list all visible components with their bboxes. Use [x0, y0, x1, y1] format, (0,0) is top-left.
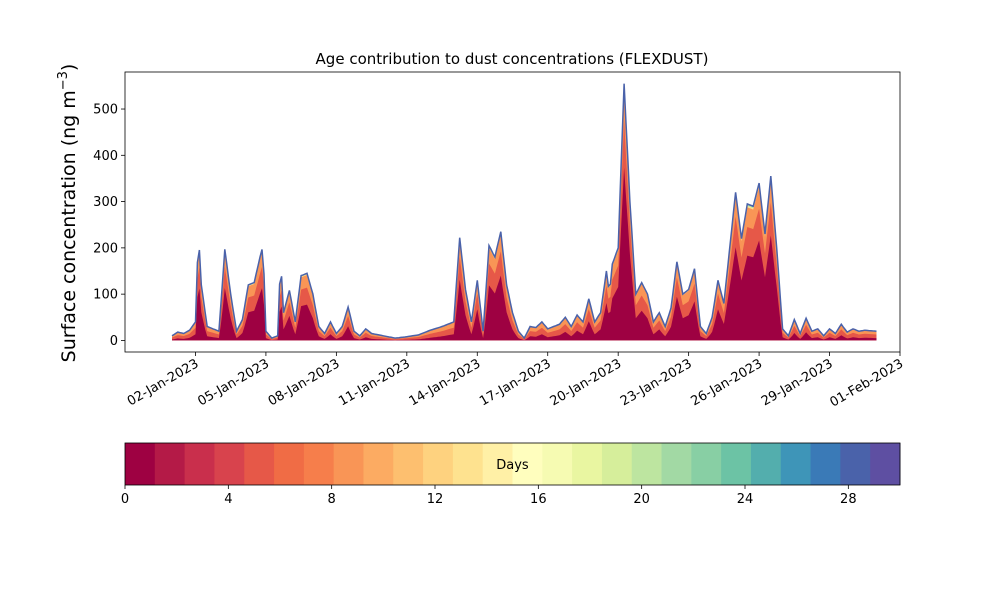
y-axis: 0 100 200 300 400 500	[93, 103, 125, 349]
age-band-1	[172, 120, 877, 341]
x-tick-label: 11-Jan-2023	[336, 356, 413, 409]
x-tick-label: 01-Feb-2023	[827, 356, 906, 410]
colorbar-segment	[244, 443, 275, 485]
y-tick-label: 200	[93, 241, 118, 256]
colorbar-tick-label: 8	[328, 492, 336, 507]
y-tick-label: 500	[93, 103, 118, 118]
colorbar-segment	[721, 443, 752, 485]
colorbar-segment	[542, 443, 573, 485]
plot-frame	[124, 71, 901, 353]
x-tick-label: 17-Jan-2023	[477, 356, 554, 409]
x-tick-label: 02-Jan-2023	[125, 356, 202, 409]
colorbar-segment	[274, 443, 305, 485]
colorbar-segment	[125, 443, 156, 485]
age-band-0	[172, 167, 877, 341]
colorbar-segment	[810, 443, 841, 485]
colorbar-tick-label: 16	[530, 492, 547, 507]
y-axis-label-close: )	[58, 64, 80, 71]
colorbar-segment	[363, 443, 394, 485]
colorbar-segment	[691, 443, 722, 485]
colorbar-frame	[124, 442, 901, 486]
chart-title: Age contribution to dust concentrations …	[316, 50, 709, 68]
colorbar-tick-label: 20	[633, 492, 650, 507]
age-bands	[172, 83, 877, 341]
colorbar-segment	[423, 443, 454, 485]
colorbar-segment	[661, 443, 692, 485]
colorbar-segment	[393, 443, 424, 485]
x-tick-label: 26-Jan-2023	[688, 356, 765, 409]
x-tick-label: 08-Jan-2023	[266, 356, 343, 409]
colorbar-segment	[601, 443, 633, 485]
x-tick-label: 29-Jan-2023	[759, 356, 836, 409]
y-axis-label-sup: −3	[56, 71, 71, 90]
colorbar-tick-label: 28	[840, 492, 857, 507]
x-axis: 02-Jan-202305-Jan-202308-Jan-202311-Jan-…	[125, 352, 906, 410]
colorbar-segment	[303, 443, 335, 485]
x-tick-label: 05-Jan-2023	[195, 356, 272, 409]
colorbar-segment	[333, 443, 364, 485]
colorbar-segment	[482, 443, 513, 485]
colorbar-segment	[572, 443, 603, 485]
y-tick-label: 300	[93, 195, 118, 210]
colorbar-segment	[870, 443, 901, 485]
colorbar-segment	[780, 443, 812, 485]
plot-area: 0 100 200 300 400 500 02-Jan-202305-Jan-202308…	[93, 71, 906, 410]
colorbar-segment	[840, 443, 871, 485]
colorbar-label: Days	[496, 458, 529, 473]
colorbar-segment	[750, 443, 782, 485]
colorbar-tick-label: 24	[737, 492, 754, 507]
y-tick-label: 100	[93, 288, 118, 303]
total-concentration-line	[171, 83, 877, 340]
y-tick-label: 400	[93, 149, 118, 164]
colorbar-segment	[512, 443, 543, 485]
y-axis-label-main: Surface concentration (ng m	[58, 90, 80, 362]
colorbar-segment	[184, 443, 215, 485]
colorbar-tick-label: 4	[224, 492, 232, 507]
y-axis-label: Surface concentration (ng m−3)	[56, 64, 80, 363]
age-band-2	[172, 90, 877, 341]
x-tick-label: 20-Jan-2023	[548, 356, 625, 409]
x-tick-label: 14-Jan-2023	[407, 356, 484, 409]
colorbar-tick-label: 0	[121, 492, 129, 507]
colorbar: Days 0 4 8 12 16 20 24 28	[121, 442, 901, 507]
colorbar-segment	[214, 443, 245, 485]
y-tick-label: 0	[110, 334, 118, 349]
colorbar-segment	[452, 443, 484, 485]
colorbar-segment	[154, 443, 186, 485]
x-tick-label: 23-Jan-2023	[618, 356, 695, 409]
colorbar-tick-label: 12	[427, 492, 444, 507]
colorbar-segment	[631, 443, 663, 485]
